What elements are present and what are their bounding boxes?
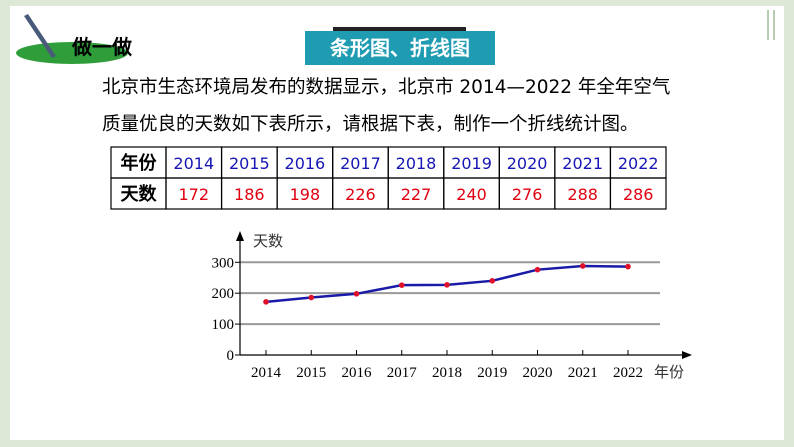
cell-text: 2017: [340, 154, 381, 173]
cell-text: 276: [512, 185, 543, 204]
cell-text: 2022: [618, 154, 659, 173]
y-axis-arrow: [236, 231, 244, 241]
title-ellipse: [16, 42, 128, 64]
cell-text: 2015: [229, 154, 270, 173]
y-axis-label: 天数: [253, 233, 283, 250]
cell-text: 2021: [562, 154, 603, 173]
cell-text: 2014: [173, 154, 214, 173]
data-point: [579, 263, 586, 269]
cell-text: 2016: [285, 154, 326, 173]
paragraph-line: 质量优良的天数如下表所示，请根据下表，制作一个折线统计图。: [102, 114, 639, 135]
data-point: [444, 282, 450, 288]
slide-panel: [10, 6, 784, 440]
data-point: [534, 266, 541, 273]
x-tick-label: 2015: [296, 365, 326, 381]
x-tick-label: 2014: [251, 365, 282, 381]
y-tick-label: 100: [212, 317, 235, 333]
table: 年份 2014 2015 2016 2017 2018 2019 2020 2021 2022 天数…: [110, 146, 667, 210]
data-point: [489, 278, 496, 284]
cell-text: 286: [623, 185, 654, 204]
cell-text: 198: [290, 185, 321, 204]
data-point: [308, 294, 315, 301]
table-cell: [609, 177, 667, 210]
y-tick-label: 0: [227, 348, 235, 364]
x-tick-label: 2020: [523, 365, 553, 381]
y-tick-label: 200: [212, 286, 235, 302]
data-point: [398, 282, 405, 288]
data-point: [263, 299, 269, 305]
banner-text: 条形图、折线图: [330, 36, 470, 60]
section-title: 做一做: [71, 35, 133, 59]
cell-text: 天数: [121, 183, 158, 205]
paragraph-line: 北京市生态环境局发布的数据显示，北京市 2014—2022 年全年空气: [102, 77, 670, 98]
x-tick-label: 2016: [342, 365, 373, 381]
x-tick-label: 2017: [387, 365, 418, 381]
x-tick-label: 2018: [432, 365, 462, 381]
cell-text: 240: [456, 185, 487, 204]
x-tick-label: 2021: [568, 365, 598, 381]
data-point: [353, 291, 360, 297]
pen-icon: [24, 14, 56, 58]
x-axis-arrow: [682, 351, 692, 359]
data-point: [625, 263, 631, 270]
banner-edge: [333, 27, 466, 33]
cell-text: 172: [179, 185, 210, 204]
y-tick-label: 300: [212, 255, 235, 271]
cell-text: 288: [567, 185, 598, 204]
banner: [305, 31, 495, 65]
x-tick-label: 2019: [477, 365, 507, 381]
cell-text: 2020: [507, 154, 548, 173]
cell-text: 226: [345, 185, 376, 204]
cell-text: 227: [401, 185, 432, 204]
cell-text: 年份: [121, 152, 158, 174]
cell-text: 2019: [451, 154, 492, 173]
cell-text: 2018: [396, 154, 437, 173]
x-tick-label: 2022: [613, 365, 643, 381]
x-axis-label: 年份: [654, 364, 684, 381]
cell-text: 186: [234, 185, 265, 204]
